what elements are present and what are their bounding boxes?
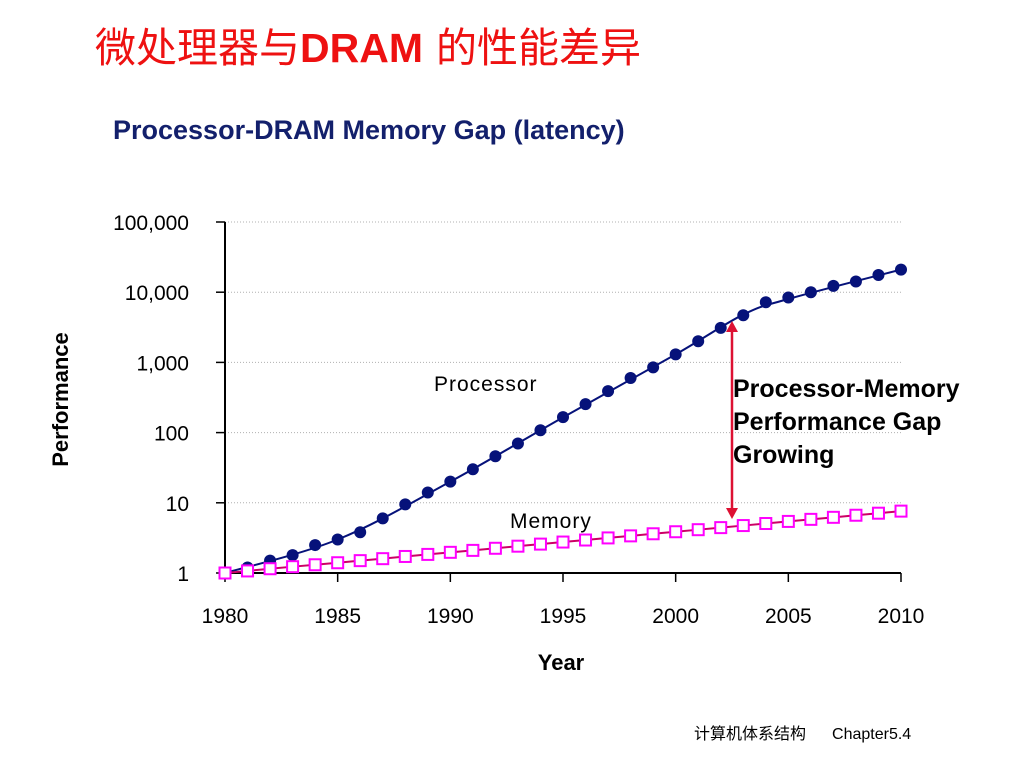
memory-point [353,554,367,568]
processor-point [557,411,569,424]
memory-point [308,558,322,572]
slide-title-part2: 的性能差异 [422,24,642,72]
x-tick-label: 2005 [765,605,812,628]
processor-point [624,371,637,384]
memory-point [488,541,502,555]
memory-point [286,560,300,574]
memory-point [781,514,795,528]
memory-point [218,566,232,580]
x-tick-label: 2010 [878,605,925,628]
processor-point [692,335,705,348]
footer-chapter: Chapter5.4 [832,726,912,743]
processor-point [759,296,772,309]
processor-point [895,263,907,276]
processor-point [714,321,727,334]
chart-title: Processor-DRAM Memory Gap (latency) [113,115,625,145]
memory-point [398,549,412,563]
processor-point [286,549,299,562]
memory-label: Memory [510,510,592,533]
gap-annotation-line-2: Performance Gap [733,408,942,436]
memory-point [736,519,750,533]
gap-arrow-head-up [726,321,738,332]
processor-point [466,463,479,476]
processor-label: Processor [434,373,538,396]
footer: 计算机体系结构 Chapter5.4 [694,720,911,744]
x-axis-title: Year [538,650,585,675]
memory-point [579,533,593,547]
processor-point [782,291,795,304]
y-tick-label: 1 [177,563,189,586]
footer-course: 计算机体系结构 [694,724,807,743]
processor-point [669,348,682,361]
memory-point [849,508,863,522]
gap-annotation-line-1: Processor-Memory [733,375,960,403]
gap-arrow-head-down [726,508,738,519]
memory-point [714,521,728,535]
memory-point [759,517,773,531]
memory-point [871,506,885,520]
processor-point [534,424,547,437]
processor-point [737,309,750,322]
memory-point [826,510,840,524]
processor-point [647,361,660,374]
processor-point [331,533,344,546]
slide-title-dram: DRAM [300,25,423,71]
memory-point [601,531,615,545]
processor-point [399,498,412,511]
y-axis-title: Performance [48,332,73,467]
x-tick-label: 1995 [540,605,587,628]
y-tick-label: 10 [166,493,189,516]
processor-point [309,539,322,552]
memory-point [263,562,277,576]
memory-point [691,523,705,537]
processor-point [849,275,862,288]
processor-point [376,512,389,525]
memory-point [443,545,457,559]
processor-point [444,475,457,488]
memory-point [669,525,683,539]
memory-point [466,543,480,557]
processor-point [421,486,434,499]
memory-point [556,535,570,549]
processor-point [579,398,592,411]
y-tick-label: 100,000 [113,212,189,235]
memory-point [376,552,390,566]
processor-point [872,268,885,281]
memory-point [894,504,908,518]
processor-point [804,286,817,299]
processor-point [354,526,367,539]
x-tick-label: 1985 [314,605,361,628]
y-tick-label: 1,000 [136,352,189,375]
y-tick-label: 10,000 [125,282,189,305]
memory-point [241,564,255,578]
x-tick-label: 1980 [202,605,249,628]
processor-point [827,279,840,292]
memory-point [624,529,638,543]
slide-title: 微处理器与DRAM 的性能差异 [95,24,642,72]
processor-point [602,385,615,398]
memory-point [331,556,345,570]
processor-point [489,450,502,463]
gap-annotation-line-3: Growing [733,441,835,469]
memory-point [804,512,818,526]
memory-point [421,547,435,561]
y-tick-label: 100 [154,423,189,446]
gap-annotation: Processor-Memory Performance Gap Growing [733,373,959,472]
x-tick-label: 2000 [652,605,699,628]
memory-point [511,539,525,553]
memory-point [533,537,547,551]
slide-title-part1: 微处理器与 [95,24,300,72]
processor-point [511,437,524,450]
x-tick-label: 1990 [427,605,474,628]
memory-point [646,527,660,541]
